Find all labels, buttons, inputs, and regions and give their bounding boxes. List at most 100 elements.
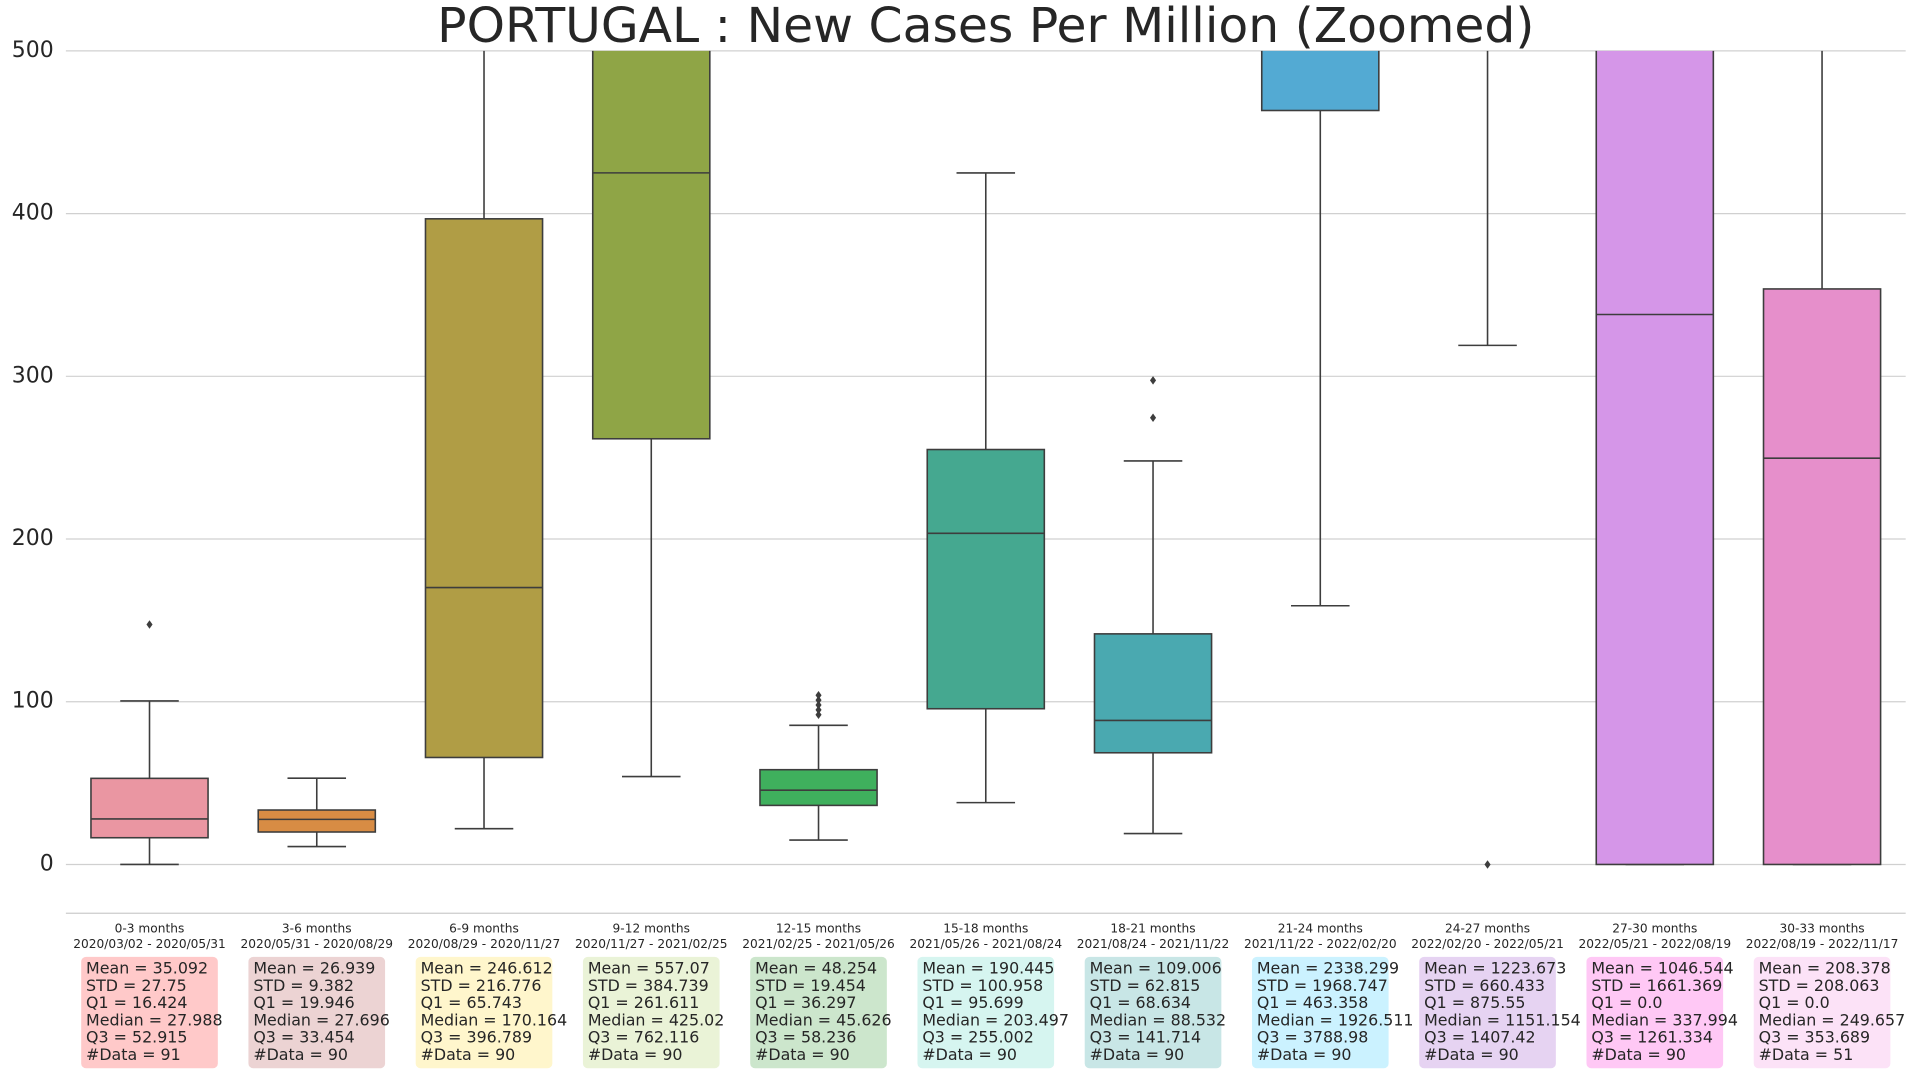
outlier xyxy=(815,705,822,715)
x-tick-dates: 2021/02/25 - 2021/05/26 xyxy=(742,937,895,951)
stats-line: Mean = 208.378 xyxy=(1759,959,1891,978)
stats-line: Q3 = 396.789 xyxy=(421,1028,532,1047)
x-tick-label: 30-33 months xyxy=(1779,922,1864,936)
x-tick-label: 27-30 months xyxy=(1612,922,1697,936)
box xyxy=(926,448,1046,710)
stats-box xyxy=(1586,956,1724,1069)
x-tick-label: 21-24 months xyxy=(1278,922,1363,936)
box xyxy=(1762,288,1882,866)
stats-line: STD = 384.739 xyxy=(588,976,709,995)
stats-line: Q3 = 762.116 xyxy=(588,1028,699,1047)
stats-line: Q1 = 65.743 xyxy=(421,993,522,1012)
x-tick-label: 18-21 months xyxy=(1110,922,1195,936)
stats-box xyxy=(1084,956,1222,1069)
stats-line: Median = 27.696 xyxy=(253,1010,390,1029)
outlier xyxy=(815,710,822,719)
stats-line: Mean = 26.939 xyxy=(253,959,375,978)
stats-line: Median = 45.626 xyxy=(755,1010,892,1029)
box xyxy=(591,50,711,440)
x-tick-label: 3-6 months xyxy=(282,922,352,936)
stats-box xyxy=(415,956,553,1069)
stats-line: #Data = 90 xyxy=(1424,1045,1519,1064)
plot-area xyxy=(90,50,1882,869)
x-tick-dates: 2020/05/31 - 2020/08/29 xyxy=(240,937,393,951)
chart-title: PORTUGAL : New Cases Per Million (Zoomed… xyxy=(437,0,1534,54)
box xyxy=(1093,633,1213,754)
stats-line: Q3 = 255.002 xyxy=(922,1028,1033,1047)
stats-box xyxy=(248,956,386,1069)
y-tick-label: 300 xyxy=(12,363,54,388)
stats-line: #Data = 90 xyxy=(755,1045,850,1064)
stats-line: STD = 1968.747 xyxy=(1257,976,1388,995)
stats-line: Median = 249.657 xyxy=(1759,1010,1906,1029)
x-tick-dates: 2020/08/29 - 2020/11/27 xyxy=(408,937,561,951)
stats-line: Median = 425.02 xyxy=(588,1010,725,1029)
stats-line: Mean = 190.445 xyxy=(922,959,1054,978)
y-tick-label: 500 xyxy=(12,38,54,63)
stats-line: Q3 = 33.454 xyxy=(253,1028,354,1047)
stats-line: STD = 1661.369 xyxy=(1591,976,1722,995)
x-tick-dates: 2021/08/24 - 2021/11/22 xyxy=(1077,937,1230,951)
stats-line: Mean = 2338.299 xyxy=(1257,959,1399,978)
stats-line: Median = 203.497 xyxy=(922,1010,1069,1029)
stats-box xyxy=(1251,956,1389,1069)
stats-line: Q3 = 52.915 xyxy=(86,1028,187,1047)
stats-line: Median = 88.532 xyxy=(1090,1010,1227,1029)
stats-line: Q3 = 141.714 xyxy=(1090,1028,1201,1047)
box xyxy=(759,768,878,807)
stats-line: STD = 62.815 xyxy=(1090,976,1201,995)
x-tick-dates: 2022/08/19 - 2022/11/17 xyxy=(1746,937,1899,951)
box xyxy=(257,809,377,833)
stats-box xyxy=(81,956,218,1069)
stats-box xyxy=(1419,956,1556,1069)
stats-line: Q1 = 36.297 xyxy=(755,993,856,1012)
stats-box xyxy=(917,956,1055,1069)
stats-box xyxy=(1753,956,1891,1069)
y-tick-label: 100 xyxy=(12,689,54,714)
x-tick-label: 12-15 months xyxy=(776,922,861,936)
x-tick-label: 6-9 months xyxy=(449,922,519,936)
outlier xyxy=(815,695,822,705)
x-tick-label: 9-12 months xyxy=(613,922,690,936)
stats-line: #Data = 90 xyxy=(1257,1045,1352,1064)
y-tick-label: 400 xyxy=(12,201,54,226)
stats-line: Median = 1151.154 xyxy=(1424,1010,1581,1029)
stats-line: #Data = 90 xyxy=(1591,1045,1686,1064)
y-tick-label: 200 xyxy=(12,526,54,551)
stats-line: #Data = 90 xyxy=(1090,1045,1185,1064)
stats-line: STD = 9.382 xyxy=(253,976,354,995)
box xyxy=(1260,50,1380,112)
stats-line: STD = 660.433 xyxy=(1424,976,1545,995)
stats-line: Median = 1926.511 xyxy=(1257,1010,1414,1029)
stats-box xyxy=(582,956,720,1069)
x-tick-dates: 2021/05/26 - 2021/08/24 xyxy=(909,937,1062,951)
stats-line: Q1 = 0.0 xyxy=(1591,993,1662,1012)
stats-line: Q3 = 1261.334 xyxy=(1591,1028,1713,1047)
box xyxy=(1595,50,1715,866)
stats-line: Q3 = 1407.42 xyxy=(1424,1028,1535,1047)
stats-line: Mean = 109.006 xyxy=(1090,959,1222,978)
stats-line: Q1 = 463.358 xyxy=(1257,993,1368,1012)
stats-line: Q1 = 95.699 xyxy=(922,993,1023,1012)
stats-line: Q3 = 3788.98 xyxy=(1257,1028,1368,1047)
stats-line: #Data = 90 xyxy=(588,1045,683,1064)
stats-line: Mean = 246.612 xyxy=(421,959,553,978)
x-tick-dates: 2020/03/02 - 2020/05/31 xyxy=(73,937,226,951)
stats-box xyxy=(750,956,887,1069)
y-tick-label: 0 xyxy=(40,852,54,877)
x-tick-dates: 2020/11/27 - 2021/02/25 xyxy=(575,937,728,951)
x-tick-label: 15-18 months xyxy=(943,922,1028,936)
stats-line: #Data = 90 xyxy=(253,1045,348,1064)
stats-line: #Data = 91 xyxy=(86,1045,181,1064)
box xyxy=(90,777,209,839)
stats-line: STD = 216.776 xyxy=(421,976,542,995)
stats-line: STD = 27.75 xyxy=(86,976,187,995)
stats-line: Mean = 1046.544 xyxy=(1591,959,1733,978)
stats-line: Q1 = 875.55 xyxy=(1424,993,1525,1012)
stats-line: Q3 = 58.236 xyxy=(755,1028,856,1047)
stats-line: STD = 208.063 xyxy=(1759,976,1880,995)
stats-line: Q1 = 0.0 xyxy=(1759,993,1830,1012)
stats-line: #Data = 90 xyxy=(922,1045,1017,1064)
